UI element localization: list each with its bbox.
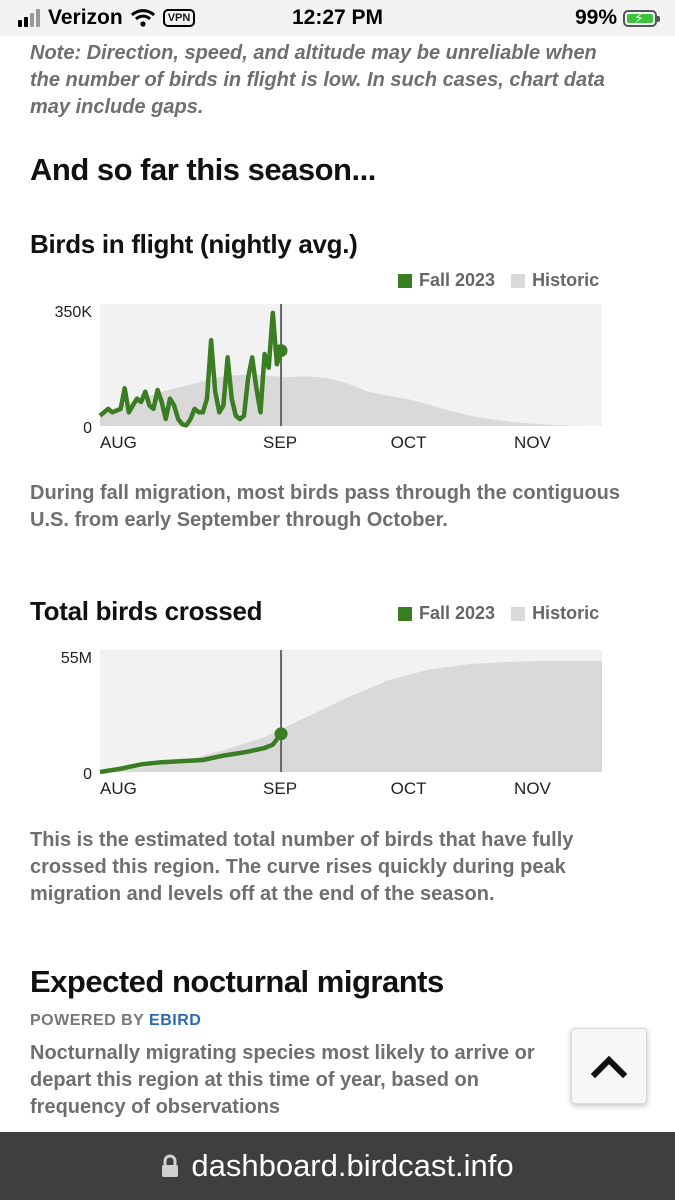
clock: 12:27 PM <box>291 6 384 29</box>
legend-label-fall: Fall 2023 <box>419 603 496 623</box>
y-tick-label: 0 <box>83 766 92 783</box>
powered-by: POWERED BY EBIRD <box>30 1012 201 1030</box>
flight-chart-title: Birds in flight (nightly avg.) <box>30 229 358 259</box>
legend-item-historic: Historic <box>511 603 599 624</box>
crossed-chart-description: This is the estimated total number of bi… <box>30 829 574 905</box>
powered-by-label: POWERED BY <box>30 1012 145 1029</box>
vpn-badge: VPN <box>162 9 196 27</box>
cell-signal-icon <box>18 9 40 27</box>
season-heading: And so far this season... <box>30 152 376 187</box>
x-tick-label: NOV <box>514 433 552 452</box>
fall-2023-line <box>99 732 283 775</box>
wifi-icon <box>130 9 155 27</box>
data-note: Note: Direction, speed, and altitude may… <box>30 42 605 118</box>
crossed-chart: 0 55M AUG SEP OCT NOV <box>30 644 630 814</box>
lock-icon <box>162 1154 179 1177</box>
legend-swatch-fall <box>398 273 412 288</box>
current-point <box>274 727 288 741</box>
status-left: Verizon VPN <box>18 6 196 30</box>
url-text: dashboard.birdcast.info <box>191 1148 514 1183</box>
y-tick-label: 55M <box>61 650 92 667</box>
y-tick-label: 350K <box>55 304 93 321</box>
flight-chart: 0 350K AUG SEP OCT NOV <box>30 298 630 468</box>
x-tick-label: SEP <box>263 433 297 452</box>
fall-2023-line <box>98 310 284 428</box>
legend-swatch-historic <box>511 273 526 288</box>
battery-percent: 99% <box>574 6 617 29</box>
crossed-chart-svg: 0 55M AUG SEP OCT NOV <box>61 650 602 798</box>
x-tick-label: NOV <box>514 779 552 798</box>
migrants-description: Nocturnally migrating species most likel… <box>30 1042 535 1118</box>
status-right: 99% ⚡ <box>574 6 660 30</box>
x-tick-label: OCT <box>391 433 427 452</box>
x-tick-label: SEP <box>263 779 297 798</box>
carrier-label: Verizon <box>48 6 123 29</box>
migrants-heading: Expected nocturnal migrants <box>30 964 444 999</box>
legend-label-historic: Historic <box>532 603 600 623</box>
legend-item-fall: Fall 2023 <box>398 270 495 291</box>
chevron-up-icon <box>591 1055 627 1078</box>
y-tick-label: 0 <box>83 420 92 437</box>
scroll-to-top-button[interactable] <box>571 1028 647 1104</box>
legend-item-historic: Historic <box>511 270 599 291</box>
flight-chart-description: During fall migration, most birds pass t… <box>30 482 621 531</box>
current-point <box>274 344 288 358</box>
status-bar: Verizon VPN 12:27 PM 99% ⚡ <box>0 0 675 36</box>
x-tick-label: OCT <box>391 779 427 798</box>
crossed-chart-title: Total birds crossed <box>30 596 263 626</box>
browser-url-bar[interactable]: dashboard.birdcast.info <box>0 1132 675 1200</box>
crossed-legend: Fall 2023 Historic <box>390 603 599 624</box>
legend-swatch-fall <box>398 606 412 621</box>
x-tick-label: AUG <box>100 433 137 452</box>
legend-item-fall: Fall 2023 <box>398 603 495 624</box>
flight-legend: Fall 2023 Historic <box>390 270 599 291</box>
ebird-link[interactable]: EBIRD <box>149 1012 202 1029</box>
x-tick-label: AUG <box>100 779 137 798</box>
historic-area <box>100 660 602 772</box>
legend-label-fall: Fall 2023 <box>419 270 496 290</box>
battery-icon: ⚡ <box>623 9 660 27</box>
legend-swatch-historic <box>511 606 526 621</box>
legend-label-historic: Historic <box>532 270 600 290</box>
flight-chart-svg: 0 350K AUG SEP OCT NOV <box>55 304 602 452</box>
